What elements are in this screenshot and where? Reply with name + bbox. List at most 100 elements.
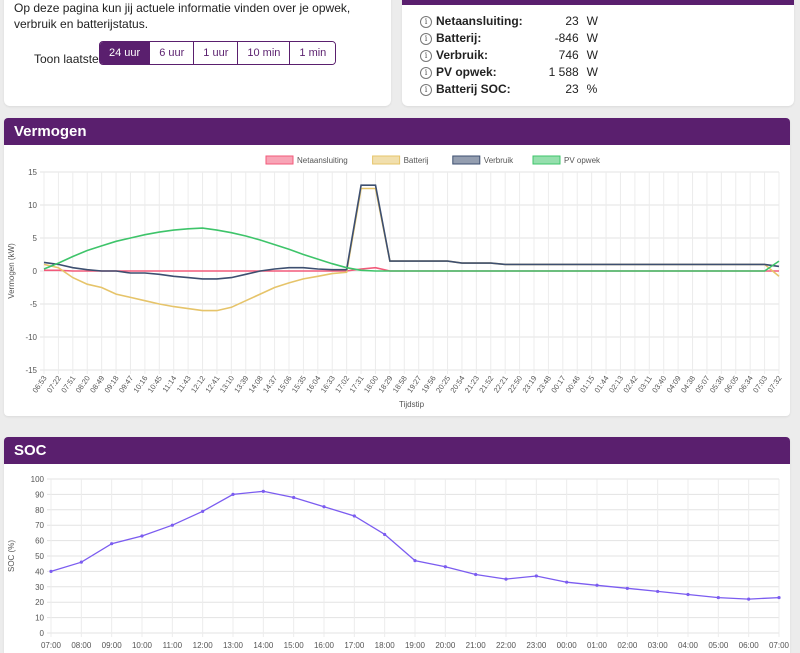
x-tick-label: 21:52 — [477, 374, 495, 395]
x-tick-label: 10:45 — [146, 374, 164, 395]
x-tick-label: 06:34 — [737, 374, 755, 395]
x-tick-label: 20:00 — [435, 641, 456, 650]
x-tick-label: 02:00 — [617, 641, 638, 650]
status-label: Verbruik: — [436, 47, 489, 62]
status-card-header — [402, 0, 794, 5]
data-point — [383, 532, 387, 537]
data-point — [79, 560, 83, 564]
range-button-group: 24 uur 6 uur 1 uur 10 min 1 min — [99, 41, 337, 65]
info-icon[interactable]: i — [420, 67, 432, 79]
x-tick-label: 18:29 — [376, 374, 394, 395]
power-chart[interactable]: 151050-5-10-1506:5307:2207:5108:2008:490… — [4, 145, 790, 416]
x-tick-label: 03:00 — [648, 641, 669, 650]
x-tick-label: 07:00 — [41, 641, 62, 650]
x-tick-label: 09:47 — [117, 374, 135, 395]
y-tick-label: 20 — [35, 598, 44, 607]
x-tick-label: 09:00 — [102, 641, 123, 650]
data-point — [322, 505, 326, 509]
legend-swatch — [532, 155, 561, 165]
x-tick-label: 07:03 — [751, 374, 769, 395]
y-tick-label: 0 — [33, 267, 38, 276]
x-tick-label: 15:00 — [284, 641, 305, 650]
legend-label: Batterij — [404, 156, 429, 165]
info-icon[interactable]: i — [420, 16, 432, 28]
x-tick-label: 13:00 — [223, 641, 244, 650]
legend-swatch — [452, 155, 481, 165]
intro-text: Op deze pagina kun jij actuele informati… — [14, 1, 351, 31]
y-tick-label: 5 — [33, 234, 38, 243]
x-tick-label: 18:00 — [362, 374, 380, 395]
data-point — [625, 586, 629, 590]
y-axis-label: Vermogen (kW) — [7, 243, 16, 299]
y-tick-label: 70 — [35, 521, 44, 530]
status-row-batterij: i Batterij: -846 W — [420, 29, 607, 46]
x-tick-label: 16:00 — [314, 641, 335, 650]
data-point — [656, 589, 660, 594]
data-point — [49, 569, 53, 573]
y-tick-label: 0 — [40, 629, 45, 638]
status-label: PV opwek: — [436, 64, 497, 79]
x-tick-label: 18:58 — [391, 374, 409, 395]
data-point — [565, 580, 569, 584]
x-tick-label: 22:21 — [492, 374, 510, 395]
range-1-min-button[interactable]: 1 min — [289, 42, 336, 64]
data-point — [413, 559, 417, 563]
x-tick-label: 10:00 — [132, 641, 153, 650]
x-tick-label: 10:16 — [131, 374, 149, 395]
y-tick-label: 10 — [35, 614, 44, 623]
x-tick-label: 04:38 — [679, 374, 697, 395]
data-point — [534, 574, 538, 578]
status-row-netaansluiting: i Netaansluiting: 23 W — [420, 12, 607, 29]
info-icon[interactable]: i — [420, 33, 432, 45]
y-tick-label: 50 — [35, 552, 44, 561]
legend-label: Verbruik — [484, 156, 514, 165]
range-24-uur-button[interactable]: 24 uur — [100, 42, 150, 64]
y-tick-label: 40 — [35, 567, 44, 576]
x-tick-label: 07:00 — [769, 641, 790, 650]
x-tick-label: 08:00 — [71, 641, 92, 650]
x-tick-label: 05:07 — [693, 374, 711, 395]
x-tick-label: 16:04 — [304, 374, 322, 395]
info-icon[interactable]: i — [420, 50, 432, 62]
y-tick-label: 90 — [35, 490, 44, 499]
soc-card: SOC 100 90 80 70 60 50 40 30 20 10 0 07:00 08:00 09:0… — [4, 437, 790, 653]
x-tick-label: 13:39 — [232, 374, 250, 395]
x-tick-label: 11:00 — [163, 641, 183, 650]
x-tick-label: 06:00 — [739, 641, 760, 650]
range-10-min-button[interactable]: 10 min — [237, 42, 290, 64]
x-tick-label: 03:40 — [650, 374, 668, 395]
status-value: 23 — [565, 13, 579, 28]
data-point — [716, 595, 720, 600]
x-tick-label: 01:15 — [578, 374, 596, 395]
x-tick-label: 12:12 — [189, 374, 207, 395]
status-value: 23 — [565, 81, 579, 96]
x-tick-label: 20:54 — [448, 374, 466, 395]
series-line — [43, 227, 780, 272]
x-tick-label: 17:00 — [344, 641, 365, 650]
data-point — [110, 542, 114, 546]
x-tick-label: 00:46 — [564, 374, 582, 395]
data-point — [231, 492, 235, 496]
x-tick-label: 19:00 — [405, 641, 426, 650]
legend-swatch — [372, 155, 401, 165]
y-tick-label: 60 — [35, 537, 44, 546]
x-axis-label: Tijdstip — [399, 400, 425, 409]
status-unit: W — [586, 47, 598, 62]
x-tick-label: 08:49 — [88, 374, 106, 395]
range-6-uur-button[interactable]: 6 uur — [149, 42, 194, 64]
series-line — [43, 184, 780, 280]
y-tick-label: -10 — [25, 333, 37, 342]
x-tick-label: 21:23 — [463, 374, 481, 395]
range-1-uur-button[interactable]: 1 uur — [193, 42, 238, 64]
soc-card-title: SOC — [4, 437, 790, 464]
y-tick-label: -5 — [30, 300, 38, 309]
x-tick-label: 00:17 — [549, 374, 567, 395]
info-icon[interactable]: i — [420, 84, 432, 96]
data-point — [595, 583, 599, 587]
x-tick-label: 07:22 — [45, 374, 63, 395]
x-tick-label: 06:05 — [722, 374, 740, 395]
y-tick-label: 15 — [28, 168, 37, 177]
series-line — [43, 187, 780, 312]
y-tick-label: 100 — [31, 475, 45, 484]
